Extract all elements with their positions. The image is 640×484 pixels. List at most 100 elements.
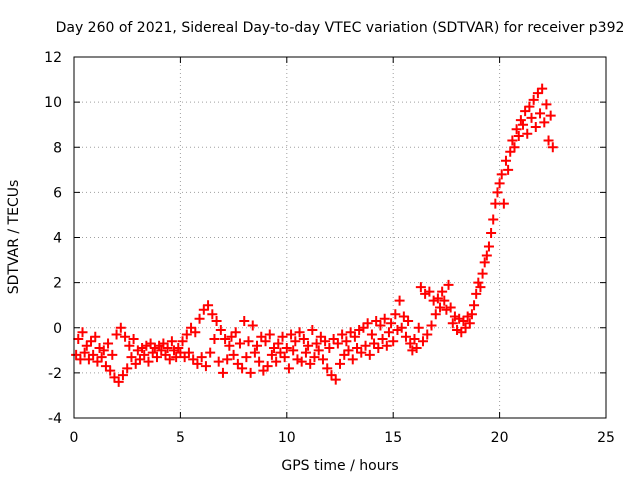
data-point	[145, 338, 156, 349]
data-point	[194, 313, 205, 324]
y-tick-label: -4	[48, 411, 62, 427]
data-point	[496, 169, 507, 180]
data-point	[486, 227, 497, 238]
data-point	[143, 356, 154, 367]
data-point	[90, 331, 101, 342]
data-point	[317, 354, 328, 365]
data-point	[160, 349, 171, 360]
data-point	[79, 347, 90, 358]
data-point	[130, 358, 141, 369]
data-point	[305, 358, 316, 369]
data-point	[81, 340, 92, 351]
data-point	[360, 340, 371, 351]
data-point	[411, 343, 422, 354]
data-point	[541, 99, 552, 110]
data-point	[364, 349, 375, 360]
data-point	[281, 343, 292, 354]
data-point	[139, 349, 150, 360]
data-point	[430, 309, 441, 320]
data-point	[243, 336, 254, 347]
data-point	[286, 329, 297, 340]
y-tick-label: 6	[53, 185, 62, 201]
y-axis-label: SDTVAR / TECUs	[6, 180, 22, 295]
data-point	[100, 361, 111, 372]
data-point	[503, 164, 514, 175]
data-point	[362, 318, 373, 329]
data-point	[413, 322, 424, 333]
data-point	[437, 286, 448, 297]
data-point	[524, 101, 535, 112]
data-point	[179, 352, 190, 363]
data-point	[477, 268, 488, 279]
y-tick-label: 12	[44, 50, 62, 66]
data-point	[366, 329, 377, 340]
data-point	[513, 130, 524, 141]
data-point	[347, 354, 358, 365]
data-point	[324, 343, 335, 354]
y-tick-label: 8	[53, 140, 62, 156]
x-tick-label: 20	[491, 430, 509, 446]
data-point	[283, 363, 294, 374]
data-point	[345, 327, 356, 338]
data-point	[309, 352, 320, 363]
data-point	[207, 309, 218, 320]
data-point	[124, 340, 135, 351]
grid	[74, 57, 606, 418]
data-point	[383, 327, 394, 338]
data-point	[71, 349, 82, 360]
data-point	[507, 135, 518, 146]
data-point	[535, 108, 546, 119]
data-point	[475, 282, 486, 293]
data-point	[352, 343, 363, 354]
data-point	[73, 334, 84, 345]
data-point	[494, 178, 505, 189]
data-point	[539, 117, 550, 128]
data-point	[409, 334, 420, 345]
data-point	[126, 352, 137, 363]
data-point	[151, 352, 162, 363]
data-point	[247, 320, 258, 331]
data-point	[398, 311, 409, 322]
x-tick-label: 15	[384, 430, 402, 446]
data-point	[271, 356, 282, 367]
data-point	[435, 302, 446, 313]
y-tick-label: 4	[53, 231, 62, 247]
data-point	[230, 327, 241, 338]
data-point	[290, 336, 301, 347]
data-point	[86, 336, 97, 347]
data-point	[341, 336, 352, 347]
data-point	[249, 347, 260, 358]
data-point	[396, 322, 407, 333]
data-point	[83, 354, 94, 365]
data-point	[241, 352, 252, 363]
data-point	[498, 198, 509, 209]
data-point	[205, 347, 216, 358]
data-point	[88, 349, 99, 360]
data-point	[445, 302, 456, 313]
data-point	[509, 142, 520, 153]
data-point	[92, 356, 103, 367]
data-point	[528, 94, 539, 105]
data-point	[266, 349, 277, 360]
data-point	[488, 214, 499, 225]
data-point	[394, 295, 405, 306]
data-point	[511, 124, 522, 135]
data-point	[198, 304, 209, 315]
data-point	[481, 250, 492, 261]
data-point	[77, 327, 88, 338]
data-point	[279, 352, 290, 363]
data-point	[294, 327, 305, 338]
data-point	[424, 286, 435, 297]
data-point	[381, 340, 392, 351]
data-point	[188, 354, 199, 365]
x-tick-label: 10	[278, 430, 296, 446]
data-point	[464, 318, 475, 329]
data-point	[252, 340, 263, 351]
y-tick-label: 10	[44, 95, 62, 111]
data-point	[403, 315, 414, 326]
data-point	[379, 313, 390, 324]
data-point	[303, 340, 314, 351]
data-point	[209, 334, 220, 345]
data-point	[224, 340, 235, 351]
